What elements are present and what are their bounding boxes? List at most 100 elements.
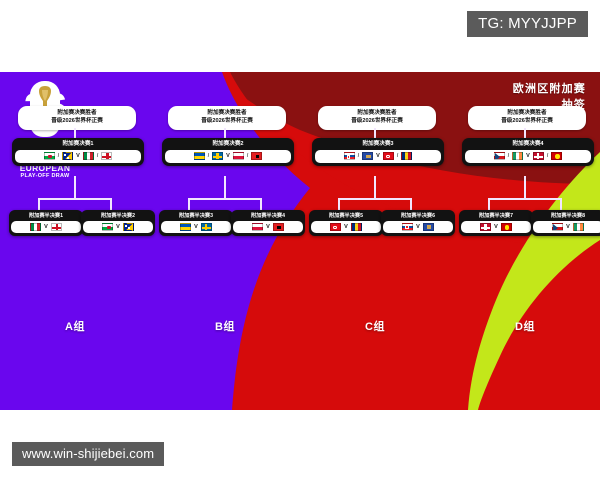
connector-semi-right (410, 198, 412, 210)
flag-ukraine (193, 152, 205, 160)
semifinal-box[interactable]: 附加赛半决赛4 V (231, 210, 305, 236)
flag-denmark (532, 152, 544, 160)
flag-ireland (572, 222, 584, 231)
semifinal-box[interactable]: 附加赛半决赛5 V (309, 210, 383, 236)
flag-romania (401, 152, 413, 160)
flag-wales (43, 152, 55, 160)
semifinal-box[interactable]: 附加赛半决赛8 V (531, 210, 600, 236)
final-match-teams: / V / (165, 149, 291, 163)
flag-czechia (493, 152, 505, 160)
flag-north-macedonia (551, 152, 563, 160)
group-label-a: A组 (65, 321, 85, 333)
final-match-name: 附加赛决赛1 (62, 141, 94, 147)
final-vs-label: V (76, 153, 80, 159)
semi-vs-label: V (344, 223, 348, 230)
site-watermark-badge: www.win-shijiebei.com (12, 442, 165, 466)
flag-kosovo (362, 152, 374, 160)
final-vs-label: V (226, 153, 230, 159)
flag-ukraine (180, 222, 192, 231)
flag-bosnia (122, 222, 134, 231)
qualifier-note-line-2: 晋级2026世界杯正赛 (351, 118, 403, 125)
semifinal-teams: V (311, 220, 381, 233)
connector-semi-right (260, 198, 262, 210)
flag-poland (232, 152, 244, 160)
semifinal-name: 附加赛半决赛6 (400, 213, 435, 219)
connector-final-stem (74, 176, 76, 198)
flag-italy (82, 152, 94, 160)
flag-albania (251, 152, 263, 160)
bracket-groups: 附加赛决赛胜者 晋级2026世界杯正赛 附加赛决赛1 / V / (0, 72, 600, 410)
semifinal-teams: V (233, 220, 303, 233)
qualifier-note: 附加赛决赛胜者 晋级2026世界杯正赛 (468, 106, 586, 130)
semifinal-teams: V (533, 220, 600, 233)
flag-poland (252, 222, 264, 231)
connector-semi-left (188, 198, 190, 210)
qualifier-note-line-2: 晋级2026世界杯正赛 (501, 118, 553, 125)
flag-romania (350, 222, 362, 231)
logo-line-playoff-draw: PLAY-OFF DRAW (20, 172, 70, 179)
flag-england (50, 222, 62, 231)
semi-vs-label: V (416, 223, 420, 230)
final-match-name: 附加赛决赛4 (512, 141, 544, 147)
semifinal-box[interactable]: 附加赛半决赛7 V (459, 210, 533, 236)
playoff-draw-graphic: 26 FIFA WORLD CUP 2026 EUROPEAN PLAY-OFF… (0, 72, 600, 410)
bracket-group-c: 附加赛决赛胜者 晋级2026世界杯正赛 附加赛决赛3 / V / (300, 72, 455, 410)
semifinal-name: 附加赛半决赛3 (178, 213, 213, 219)
bracket-group-d: 附加赛决赛胜者 晋级2026世界杯正赛 附加赛决赛4 / V / (450, 72, 600, 410)
final-slash-right: / (396, 153, 399, 159)
semifinal-box[interactable]: 附加赛半决赛2 V (81, 210, 155, 236)
final-slash-left: / (507, 153, 510, 159)
flag-england (101, 152, 113, 160)
semifinal-teams: V (83, 220, 153, 233)
connector-final-stem (374, 176, 376, 198)
connector-horizontal (338, 198, 412, 200)
flag-north-macedonia (500, 222, 512, 231)
final-match-teams: / V / (315, 149, 441, 163)
final-match-box[interactable]: 附加赛决赛3 / V / (312, 138, 444, 166)
semifinal-box[interactable]: 附加赛半决赛3 V (159, 210, 233, 236)
semifinal-name: 附加赛半决赛7 (478, 213, 513, 219)
connector-horizontal (38, 198, 112, 200)
final-vs-label: V (376, 153, 380, 159)
final-match-name: 附加赛决赛3 (362, 141, 394, 147)
qualifier-note: 附加赛决赛胜者 晋级2026世界杯正赛 (168, 106, 286, 130)
final-slash-right: / (96, 153, 99, 159)
flag-italy (30, 222, 42, 231)
final-match-teams: / V / (465, 149, 591, 163)
flag-slovakia (402, 222, 414, 231)
semi-vs-label: V (194, 223, 198, 230)
connector-semi-left (38, 198, 40, 210)
connector-qualifier (374, 128, 376, 140)
flag-wales (102, 222, 114, 231)
connector-final-stem (224, 176, 226, 198)
qualifier-note-line-1: 附加赛决赛胜者 (357, 110, 397, 116)
semifinal-teams: V (383, 220, 453, 233)
connector-qualifier (524, 128, 526, 140)
final-match-box[interactable]: 附加赛决赛2 / V / (162, 138, 294, 166)
final-match-box[interactable]: 附加赛决赛4 / V / (462, 138, 594, 166)
semifinal-name: 附加赛半决赛8 (550, 213, 585, 219)
qualifier-note-line-2: 晋级2026世界杯正赛 (201, 118, 253, 125)
logo-line-european: EUROPEAN (19, 162, 71, 173)
telegram-watermark-badge: TG: MYYJJPP (467, 11, 588, 37)
semi-vs-label: V (266, 223, 270, 230)
flag-sweden (200, 222, 212, 231)
connector-semi-left (338, 198, 340, 210)
connector-semi-right (560, 198, 562, 210)
final-match-name: 附加赛决赛2 (212, 141, 244, 147)
final-slash-left: / (207, 153, 210, 159)
qualifier-note-line-1: 附加赛决赛胜者 (207, 110, 247, 116)
connector-semi-left (488, 198, 490, 210)
flag-sweden (212, 152, 224, 160)
connector-qualifier (224, 128, 226, 140)
final-slash-left: / (57, 153, 60, 159)
semifinal-box[interactable]: 附加赛半决赛6 V (381, 210, 455, 236)
qualifier-note: 附加赛决赛胜者 晋级2026世界杯正赛 (18, 106, 136, 130)
semifinal-teams: V (161, 220, 231, 233)
semi-vs-label: V (116, 223, 120, 230)
semifinal-box[interactable]: 附加赛半决赛1 V (9, 210, 83, 236)
draw-title-line-1: 欧洲区附加赛 (512, 83, 586, 95)
semifinal-name: 附加赛半决赛5 (328, 213, 363, 219)
final-match-box[interactable]: 附加赛决赛1 / V / (12, 138, 144, 166)
final-slash-left: / (357, 153, 360, 159)
